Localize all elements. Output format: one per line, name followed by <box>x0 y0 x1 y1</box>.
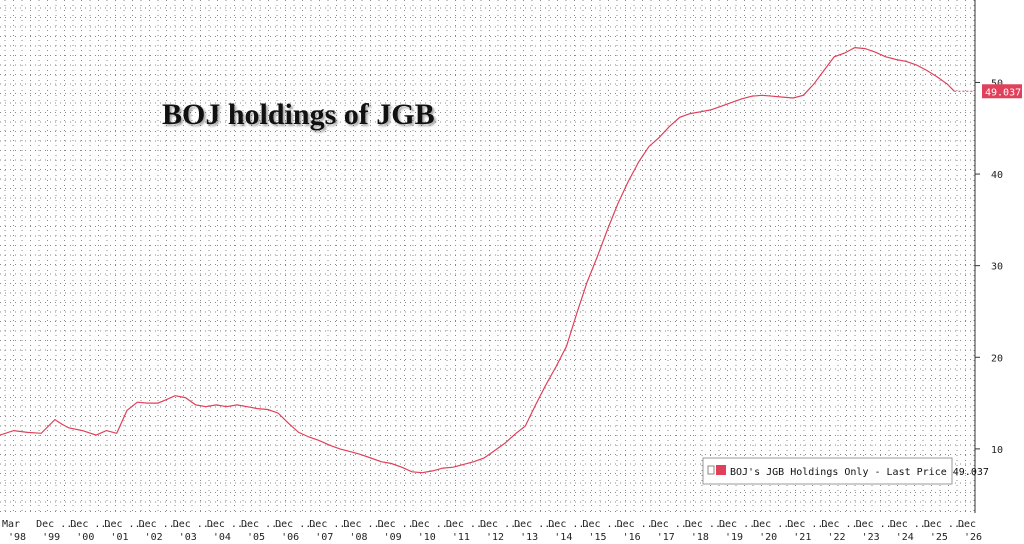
x-tick-label-top: Dec <box>958 519 976 530</box>
x-tick-label-bottom: '24 <box>896 532 914 543</box>
x-tick-label-top: Dec ... <box>856 519 898 530</box>
y-tick-label: 10 <box>991 445 1003 456</box>
x-tick-label-top: Dec ... <box>480 519 522 530</box>
x-tick-label-bottom: '06 <box>281 532 299 543</box>
x-tick-label-bottom: '22 <box>827 532 845 543</box>
legend-color-swatch <box>716 465 726 475</box>
x-tick-label-top: Dec ... <box>378 519 420 530</box>
last-price-label: 49.037 <box>985 87 1021 98</box>
x-tick-label-top: Dec ... <box>753 519 795 530</box>
x-tick-label-top: Dec ... <box>787 519 829 530</box>
x-tick-label-bottom: '12 <box>486 532 504 543</box>
y-tick-label: 50 <box>991 78 1003 89</box>
legend-box <box>702 457 953 485</box>
x-tick-label-top: Dec ... <box>70 519 112 530</box>
gridlines <box>0 0 975 513</box>
x-tick-label-top: Dec ... <box>890 519 932 530</box>
x-tick-label-top: Dec ... <box>104 519 146 530</box>
x-tick-label-top: Dec ... <box>685 519 727 530</box>
x-tick-label-bottom: '20 <box>759 532 777 543</box>
x-tick-label-bottom: '17 <box>657 532 675 543</box>
x-tick-label-bottom: '01 <box>110 532 128 543</box>
x-tick-label-bottom: '03 <box>179 532 197 543</box>
x-tick-label-bottom: '13 <box>520 532 538 543</box>
x-tick-label-bottom: '14 <box>554 532 572 543</box>
x-tick-label-top: Mar <box>2 519 20 530</box>
x-tick-label-top: Dec ... <box>719 519 761 530</box>
x-tick-label-bottom: '04 <box>213 532 231 543</box>
x-tick-label-bottom: '10 <box>418 532 436 543</box>
x-tick-label-bottom: '19 <box>725 532 743 543</box>
x-tick-label-top: Dec ... <box>173 519 215 530</box>
y-tick-label: 40 <box>991 170 1003 181</box>
y-tick-label: 20 <box>991 353 1003 364</box>
x-tick-label-top: Dec ... <box>139 519 181 530</box>
x-tick-label-bottom: '09 <box>384 532 402 543</box>
legend-toggle-icon[interactable] <box>707 465 715 475</box>
x-tick-label-bottom: '99 <box>42 532 60 543</box>
x-tick-label-bottom: '11 <box>452 532 470 543</box>
x-tick-label-bottom: '98 <box>8 532 26 543</box>
y-tick-label: 30 <box>991 262 1003 273</box>
x-tick-label-bottom: '02 <box>145 532 163 543</box>
x-tick-label-bottom: '25 <box>930 532 948 543</box>
x-tick-label-top: Dec ... <box>241 519 283 530</box>
x-tick-label-top: Dec ... <box>582 519 624 530</box>
x-tick-label-top: Dec ... <box>821 519 863 530</box>
x-tick-label-top: Dec ... <box>514 519 556 530</box>
x-tick-label-bottom: '21 <box>793 532 811 543</box>
x-tick-label-bottom: '26 <box>964 532 982 543</box>
x-tick-label-bottom: '18 <box>691 532 709 543</box>
x-axis-ticks: Mar '98 Dec ... '99 Dec ... '00 Dec ... '01 Dec … <box>2 519 982 543</box>
x-tick-label-top: Dec ... <box>343 519 385 530</box>
x-tick-label-top: Dec ... <box>548 519 590 530</box>
x-tick-label-bottom: '05 <box>247 532 265 543</box>
x-tick-label-top: Dec ... <box>446 519 488 530</box>
x-tick-label-top: Dec ... <box>924 519 966 530</box>
x-tick-label-bottom: '00 <box>76 532 94 543</box>
legend: BOJ's JGB Holdings Only - Last Price 49.… <box>702 457 989 485</box>
y-axis-ticks: 10 20 30 40 50 <box>975 78 1003 456</box>
x-tick-label-top: Dec ... <box>651 519 693 530</box>
x-tick-label-top: Dec ... <box>36 519 78 530</box>
x-tick-label-bottom: '08 <box>349 532 367 543</box>
x-tick-label-top: Dec ... <box>617 519 659 530</box>
x-tick-label-bottom: '07 <box>315 532 333 543</box>
last-price-marker: 49.037 <box>954 84 1022 99</box>
x-tick-label-top: Dec ... <box>207 519 249 530</box>
series-line-boj-jgb-holdings <box>0 46 955 474</box>
x-tick-label-bottom: '23 <box>862 532 880 543</box>
x-tick-label-bottom: '16 <box>623 532 641 543</box>
x-tick-label-top: Dec ... <box>412 519 454 530</box>
x-tick-label-top: Dec ... <box>275 519 317 530</box>
last-price-box <box>982 84 1022 99</box>
x-tick-label-bottom: '15 <box>588 532 606 543</box>
x-tick-label-top: Dec ... <box>309 519 351 530</box>
legend-label: BOJ's JGB Holdings Only - Last Price 49.… <box>730 467 989 478</box>
chart-title: BOJ holdings of JGB <box>162 98 435 131</box>
